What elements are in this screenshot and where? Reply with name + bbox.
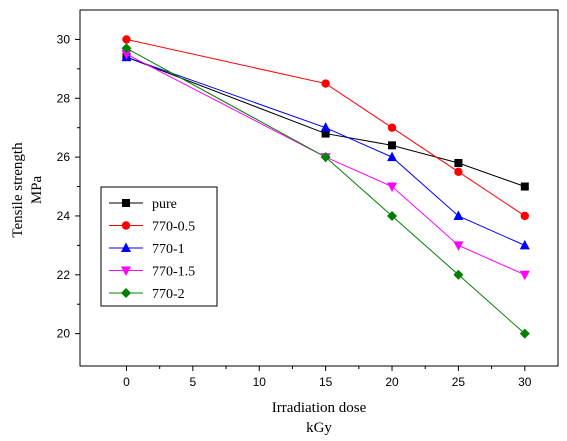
- x-tick-label: 5: [190, 375, 197, 389]
- series-line-pure: [126, 56, 525, 188]
- data-point-770-1-5: [121, 50, 132, 60]
- series-770-0-5: [122, 35, 530, 221]
- legend-marker-pure: [122, 199, 130, 207]
- legend-marker-770-1-5: [121, 266, 131, 276]
- data-point-770-1: [387, 151, 398, 162]
- legend-box: [100, 186, 218, 307]
- data-point-pure: [454, 158, 463, 167]
- x-tick-label: 10: [253, 375, 267, 389]
- legend-label-770-2: 770-2: [152, 287, 185, 302]
- legend-label-770-1-5: 770-1.5: [152, 265, 195, 280]
- legend-label-770-0-5: 770-0.5: [152, 220, 195, 235]
- y-tick-label: 26: [57, 150, 71, 164]
- legend-item-770-0-5: 770-0.5: [109, 220, 195, 235]
- series-pure: [122, 53, 529, 191]
- legend-item-770-1: 770-1: [109, 242, 185, 257]
- data-point-770-0-5: [122, 35, 131, 44]
- y-axis-title-line2: MPa: [29, 175, 45, 204]
- data-point-770-1: [453, 210, 464, 220]
- legend: pure 770-0.5 770-1 770-1.5 770-2: [100, 186, 218, 307]
- data-point-770-1: [320, 122, 331, 132]
- legend-marker-770-2: [121, 288, 131, 298]
- data-point-770-0-5: [321, 79, 330, 88]
- x-tick-label: 25: [452, 375, 466, 389]
- plot-frame: [79, 9, 559, 367]
- x-tick-label: 30: [518, 375, 532, 389]
- x-tick-label: 15: [319, 375, 333, 389]
- data-point-770-2: [519, 328, 530, 339]
- legend-label-pure: pure: [152, 197, 177, 212]
- legend-marker-770-0-5: [121, 221, 131, 230]
- axis-ticks: 0 5 10 15 20 25 30 20 22 24 26 28 30: [57, 32, 532, 389]
- data-point-pure: [321, 129, 330, 138]
- data-point-pure: [520, 182, 529, 191]
- data-point-770-0-5: [520, 211, 530, 221]
- y-tick-label: 22: [57, 268, 71, 282]
- x-axis-title-line1: Irradiation dose: [272, 400, 367, 416]
- legend-marker-770-1: [121, 242, 131, 252]
- data-point-770-2: [453, 269, 464, 280]
- legend-label-770-1: 770-1: [152, 242, 185, 257]
- data-point-770-1-5: [387, 182, 398, 193]
- legend-item-770-2: 770-2: [109, 287, 185, 302]
- y-tick-label: 30: [57, 32, 71, 46]
- x-tick-label: 0: [123, 375, 130, 389]
- legend-item-pure: pure: [109, 197, 177, 212]
- data-point-770-0-5: [387, 123, 397, 132]
- data-point-pure: [388, 141, 397, 150]
- y-tick-label: 28: [57, 91, 71, 105]
- x-axis-title-line2: kGy: [306, 420, 332, 436]
- series-layer: [121, 35, 530, 339]
- y-axis-title-line1: Tensile strength: [10, 142, 26, 238]
- data-point-770-1: [519, 239, 530, 250]
- data-point-770-2: [320, 152, 331, 163]
- legend-item-770-1-5: 770-1.5: [109, 265, 195, 280]
- x-tick-label: 20: [385, 375, 399, 389]
- data-point-770-0-5: [454, 167, 463, 177]
- data-point-770-1-5: [453, 241, 464, 251]
- series-770-2: [121, 43, 530, 339]
- y-tick-label: 20: [57, 327, 71, 341]
- data-point-770-1-5: [519, 270, 530, 281]
- y-tick-label: 24: [57, 209, 71, 223]
- data-point-770-2: [121, 43, 132, 54]
- data-point-770-2: [387, 210, 398, 221]
